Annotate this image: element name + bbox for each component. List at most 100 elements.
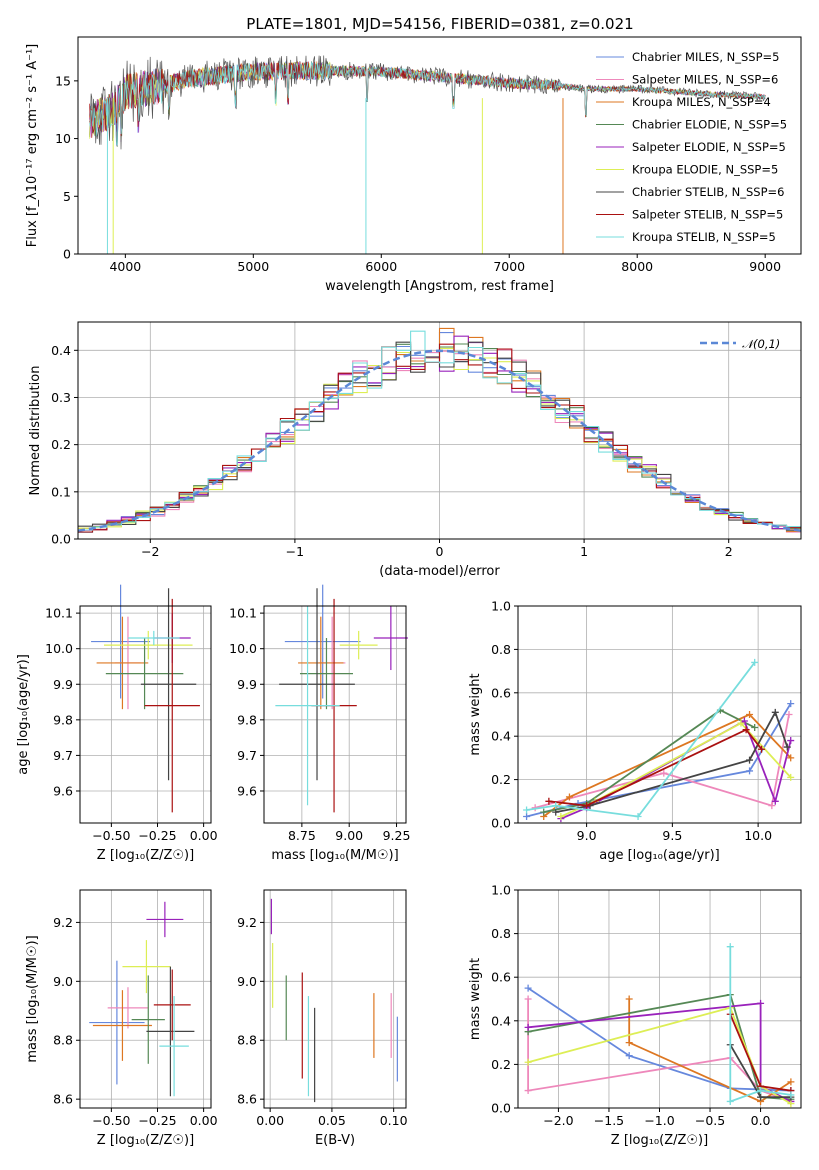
weight-vs-age-ytick-label: 1.0 xyxy=(491,599,511,614)
weight-vs-age-point-marker xyxy=(737,719,745,727)
weight-vs-age-panel: 9.0 9.5 10.0 0.0 0.2 0.4 0.6 0.8 1.0 age [log₁₀(a… xyxy=(468,599,802,863)
weight-vs-z-xtick-label: −0.5 xyxy=(695,1113,725,1128)
weight-vs-z-point-marker xyxy=(726,943,734,951)
age-vs-z-xlabel: Z [log₁₀(Z/Z☉)] xyxy=(97,848,194,863)
weight-vs-age-xtick-label: 9.5 xyxy=(662,828,682,843)
weight-vs-z-xtick-label: −2.0 xyxy=(543,1113,573,1128)
age-vs-mass-xtick-label: 9.25 xyxy=(383,828,411,843)
figure-title: PLATE=1801, MJD=54156, FIBERID=0381, z=0… xyxy=(246,15,633,33)
spectrum-legend-label: Chabrier MILES, N_SSP=5 xyxy=(632,50,779,64)
spectrum-legend-label: Chabrier ELODIE, N_SSP=5 xyxy=(632,118,787,132)
weight-vs-age-point-marker xyxy=(783,743,791,751)
age-vs-mass-marks xyxy=(275,584,408,813)
residuals-ylabel: Normed distribution xyxy=(28,366,43,496)
weight-vs-age-point-marker xyxy=(771,708,779,716)
weight-vs-age-point-marker xyxy=(523,812,531,820)
mass-vs-ebv-xtick-label: 0.00 xyxy=(256,1113,284,1128)
weight-vs-z-point-marker xyxy=(787,1091,795,1099)
mass-vs-z-ytick-label: 9.0 xyxy=(53,974,73,989)
weight-vs-age-series-line xyxy=(543,713,792,818)
residuals-xtick-label: 2 xyxy=(725,544,733,559)
weight-vs-z-ytick-label: 0.0 xyxy=(491,1101,511,1116)
weight-vs-age-ytick-label: 0.4 xyxy=(491,729,511,744)
age-vs-mass-ytick-label: 10.1 xyxy=(229,606,257,621)
weight-vs-age-series-line xyxy=(548,728,763,807)
mass-vs-z-frame xyxy=(79,889,212,1109)
weight-vs-z-point-marker xyxy=(625,1052,633,1060)
residuals-legend-label: 𝒩(0,1) xyxy=(742,337,780,351)
weight-vs-age-point-marker xyxy=(540,808,548,816)
age-vs-z-ytick-label: 10.1 xyxy=(45,606,73,621)
age-vs-mass-ytick-label: 9.8 xyxy=(237,712,257,727)
weight-vs-age-frame xyxy=(517,605,802,824)
spectrum-xtick-label: 9000 xyxy=(749,259,781,274)
weight-vs-z-ytick-label: 0.8 xyxy=(491,926,511,941)
weight-vs-age-point-marker xyxy=(787,737,795,745)
weight-vs-age-point-marker xyxy=(787,700,795,708)
spectrum-xtick-label: 7000 xyxy=(493,259,525,274)
spectrum-xtick-label: 8000 xyxy=(621,259,653,274)
weight-vs-age-ytick-label: 0.0 xyxy=(491,816,511,831)
weight-vs-age-xtick-label: 9.0 xyxy=(577,828,597,843)
spectrum-xtick-label: 5000 xyxy=(237,259,269,274)
age-vs-z-ytick-label: 9.8 xyxy=(53,712,73,727)
weight-vs-z-ylabel: mass weight xyxy=(468,958,483,1040)
weight-vs-z-ytick-label: 0.2 xyxy=(491,1057,511,1072)
weight-vs-age-point-marker xyxy=(634,812,642,820)
age-vs-z-panel: −0.50 −0.25 0.00 9.6 9.7 9.8 9.9 10.0 10.1 Z [log… xyxy=(16,584,218,863)
weight-vs-z-series-line xyxy=(527,1006,792,1105)
weight-vs-age-point-marker xyxy=(787,773,795,781)
age-vs-mass-panel: 8.75 9.00 9.25 9.6 9.7 9.8 9.9 10.0 10.1 mass [lo… xyxy=(229,584,411,863)
spectrum-marks xyxy=(89,55,766,254)
weight-vs-z-point-marker xyxy=(787,1100,795,1108)
age-vs-mass-xlabel: mass [log₁₀(M/M☉)] xyxy=(271,848,398,863)
age-vs-z-xtick-label: −0.25 xyxy=(138,828,176,843)
weight-vs-age-xlabel: age [log₁₀(age/yr)] xyxy=(599,848,720,863)
weight-vs-age-ytick-label: 0.2 xyxy=(491,772,511,787)
age-vs-z-ylabel: age [log₁₀(age/yr)] xyxy=(16,654,31,775)
age-vs-z-ytick-label: 9.6 xyxy=(53,783,73,798)
weight-vs-z-ytick-label: 0.6 xyxy=(491,970,511,985)
residuals-ytick-label: 0.0 xyxy=(51,532,71,547)
mass-vs-ebv-panel: 0.00 0.05 0.10 8.6 8.8 9.0 9.2 E(B-V) xyxy=(237,889,408,1148)
mass-vs-ebv-xtick-label: 0.10 xyxy=(380,1113,408,1128)
spectrum-xtick-label: 4000 xyxy=(109,259,141,274)
weight-vs-age-point-marker xyxy=(565,793,573,801)
weight-vs-age-point-marker xyxy=(746,756,754,764)
mass-vs-z-xtick-label: 0.00 xyxy=(190,1113,218,1128)
residuals-xtick-label: −2 xyxy=(141,544,159,559)
weight-vs-z-ytick-label: 0.4 xyxy=(491,1013,511,1028)
spectrum-panel: 4000 5000 6000 7000 8000 9000 0 5 10 15 wavelength… xyxy=(25,36,802,294)
weight-vs-age-point-marker xyxy=(523,806,531,814)
residuals-histogram-step xyxy=(78,330,801,531)
weight-vs-z-point-marker xyxy=(625,1039,633,1047)
weight-vs-age-series-line xyxy=(526,661,756,818)
weight-vs-z-series-line xyxy=(628,999,792,1103)
weight-vs-z-xlabel: Z [log₁₀(Z/Z☉)] xyxy=(611,1133,708,1148)
mass-vs-z-ytick-label: 8.6 xyxy=(53,1092,73,1107)
spectrum-legend-label: Chabrier STELIB, N_SSP=6 xyxy=(632,185,784,199)
spectrum-series-line xyxy=(89,61,766,147)
residuals-xtick-label: −1 xyxy=(286,544,304,559)
age-vs-z-ytick-label: 9.9 xyxy=(53,677,73,692)
residuals-xtick-label: 0 xyxy=(436,544,444,559)
weight-vs-z-xtick-label: −1.0 xyxy=(644,1113,674,1128)
mass-vs-ebv-grid xyxy=(264,890,406,1108)
residuals-ytick-label: 0.3 xyxy=(51,390,71,405)
weight-vs-age-marks xyxy=(523,658,795,823)
weight-vs-age-point-marker xyxy=(742,726,750,734)
weight-vs-age-ytick-label: 0.8 xyxy=(491,642,511,657)
spectrum-legend-label: Salpeter MILES, N_SSP=6 xyxy=(632,73,778,87)
weight-vs-z-xtick-label: −1.5 xyxy=(594,1113,624,1128)
spectrum-legend-label: Salpeter ELODIE, N_SSP=5 xyxy=(632,140,786,154)
weight-vs-z-marks xyxy=(524,943,795,1108)
spectrum-legend-label: Kroupa STELIB, N_SSP=5 xyxy=(632,230,776,244)
weight-vs-z-point-marker xyxy=(625,995,633,1003)
weight-vs-z-series-line xyxy=(528,1002,792,1103)
spectrum-frame xyxy=(77,36,802,255)
weight-vs-age-point-marker xyxy=(552,802,560,810)
spectrum-legend-label: Kroupa MILES, N_SSP=4 xyxy=(632,95,771,109)
mass-vs-z-xlabel: Z [log₁₀(Z/Z☉)] xyxy=(97,1133,194,1148)
weight-vs-z-point-marker xyxy=(524,1023,532,1031)
age-vs-z-xtick-label: 0.00 xyxy=(190,828,218,843)
